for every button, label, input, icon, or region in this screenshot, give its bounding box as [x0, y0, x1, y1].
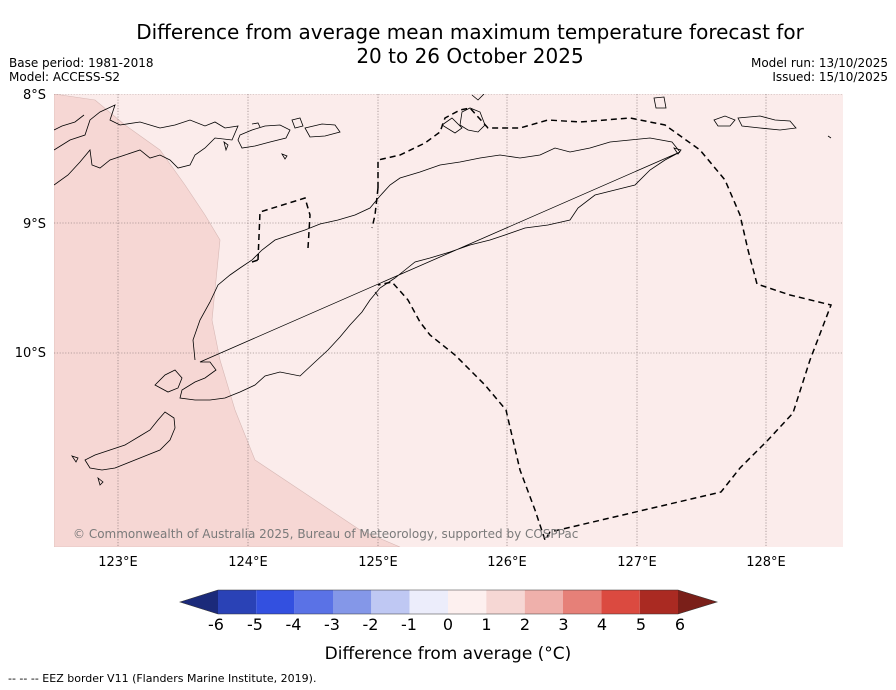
colorbar-bin-10 [563, 590, 602, 614]
lon-label-128e: 128°E [746, 555, 786, 570]
model-run: Model run: 13/10/2025 [750, 56, 888, 70]
cbar-tick: 4 [597, 615, 607, 634]
cbar-tick: -3 [324, 615, 340, 634]
coastlines [54, 94, 832, 486]
map-title: Difference from average mean maximum tem… [0, 20, 896, 68]
lat-label-9s: 9°S [23, 217, 46, 232]
colorbar-bin-1 [218, 590, 257, 614]
cbar-tick: 2 [520, 615, 530, 634]
cbar-tick: 3 [558, 615, 568, 634]
cbar-tick: 6 [675, 615, 685, 634]
issued-date: Issued: 15/10/2025 [772, 70, 888, 84]
colorbar-bin-11 [601, 590, 640, 614]
colorbar [179, 589, 719, 615]
colorbar-bin-7 [448, 590, 487, 614]
lat-label-10s: 10°S [15, 346, 46, 361]
base-period: Base period: 1981-2018 [9, 56, 154, 70]
lat-label-8s: 8°S [23, 88, 46, 103]
colorbar-ticks: -6 -5 -4 -3 -2 -1 0 1 2 3 4 5 6 [208, 615, 685, 634]
lon-label-126e: 126°E [487, 555, 527, 570]
cbar-tick: 0 [443, 615, 453, 634]
cbar-tick: 1 [481, 615, 491, 634]
colorbar-label: Difference from average (°C) [325, 644, 572, 664]
colorbar-bin-3 [294, 590, 333, 614]
colorbar-bin-6 [409, 590, 448, 614]
colorbar-extend-high [678, 590, 717, 614]
colorbar-bin-4 [333, 590, 372, 614]
colorbar-bin-8 [486, 590, 525, 614]
lon-label-123e: 123°E [98, 555, 138, 570]
lon-label-125e: 125°E [358, 555, 398, 570]
cbar-tick: -4 [286, 615, 302, 634]
colorbar-bin-5 [371, 590, 410, 614]
eez-border [251, 107, 833, 542]
model-name: Model: ACCESS-S2 [9, 70, 121, 84]
lon-label-124e: 124°E [228, 555, 268, 570]
colorbar-extend-low [180, 590, 218, 614]
cbar-tick: -6 [208, 615, 224, 634]
map-area: © Commonwealth of Australia 2025, Bureau… [54, 94, 843, 547]
colorbar-bin-9 [524, 590, 563, 614]
anomaly-1-to-2-region [54, 94, 401, 547]
cbar-tick: -1 [401, 615, 417, 634]
footnote: -- -- -- EEZ border V11 (Flanders Marine… [8, 672, 317, 685]
cbar-tick: -2 [363, 615, 379, 634]
copyright-notice: © Commonwealth of Australia 2025, Bureau… [73, 527, 578, 541]
lon-label-127e: 127°E [617, 555, 657, 570]
colorbar-bin-2 [256, 590, 295, 614]
title-line-1: Difference from average mean maximum tem… [136, 20, 804, 44]
meta-left: Base period: 1981-2018 Model: ACCESS-S2 [9, 56, 154, 84]
colorbar-bin-12 [639, 590, 678, 614]
meta-right: Model run: 13/10/2025 Issued: 15/10/2025 [751, 56, 888, 84]
cbar-tick: -5 [247, 615, 263, 634]
title-line-2: 20 to 26 October 2025 [356, 44, 584, 68]
cbar-tick: 5 [636, 615, 646, 634]
